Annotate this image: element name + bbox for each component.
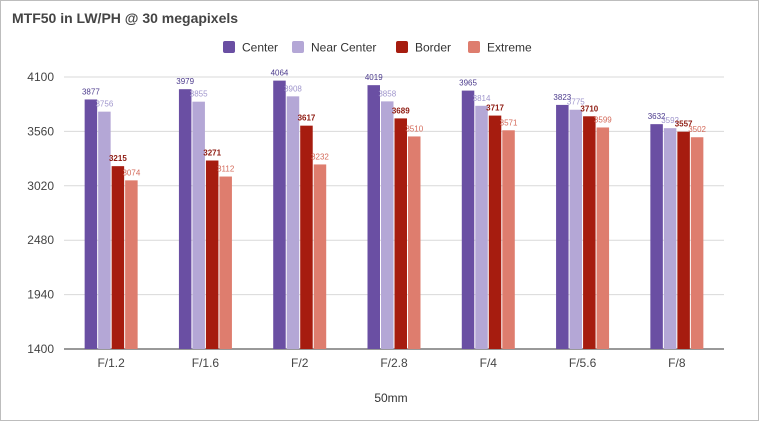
y-axis: 1400 1940 2480 3020 3560 4100 <box>27 70 54 356</box>
bar-extreme <box>690 137 704 349</box>
x-tick-label: F/8 <box>668 356 686 370</box>
x-tick-label: F/1.6 <box>192 356 220 370</box>
legend: Center Near Center Border Extreme <box>223 41 532 55</box>
data-label: 3710 <box>580 104 598 113</box>
bar-extreme <box>408 136 421 349</box>
data-label: 3965 <box>459 79 477 88</box>
data-label: 3756 <box>95 100 113 109</box>
gridlines <box>64 76 724 350</box>
data-label: 3814 <box>473 94 491 103</box>
data-label: 3112 <box>217 165 235 174</box>
bar-border <box>583 116 596 350</box>
bar-border <box>677 131 690 349</box>
bar-border <box>488 115 502 349</box>
data-label: 3617 <box>298 114 316 123</box>
bar-center <box>556 104 569 349</box>
legend-label: Extreme <box>487 41 532 55</box>
bar-near-center <box>192 101 205 349</box>
y-tick-label: 1940 <box>27 288 54 302</box>
data-label: 3232 <box>311 152 329 161</box>
data-label: 3877 <box>82 87 100 96</box>
bar-center <box>367 85 380 349</box>
data-label: 3571 <box>500 118 518 127</box>
x-tick-label: F/2 <box>291 356 309 370</box>
bar-near-center <box>98 111 111 349</box>
x-tick-label: F/4 <box>480 356 498 370</box>
bar-center <box>273 80 286 350</box>
bars <box>84 80 704 350</box>
bar-extreme <box>313 164 327 349</box>
bar-center <box>650 124 663 349</box>
bar-near-center <box>569 109 583 349</box>
bar-near-center <box>663 128 677 349</box>
legend-label: Near Center <box>311 41 376 55</box>
legend-swatch <box>396 41 408 53</box>
data-labels: 3877 3756 3215 3074 3979 3855 3271 3112 4064 3908… <box>82 69 707 178</box>
bar-center <box>178 89 192 349</box>
data-label: 3271 <box>203 149 221 158</box>
data-label: 4019 <box>365 73 383 82</box>
data-label: 3823 <box>553 93 571 102</box>
x-axis: F/1.2 F/1.6 F/2 F/2.8 F/4 F/5.6 F/8 <box>97 356 685 370</box>
bar-center <box>461 90 475 349</box>
legend-swatch <box>292 41 304 53</box>
bar-border <box>300 125 313 349</box>
legend-swatch <box>223 41 235 53</box>
data-label: 3979 <box>176 77 194 86</box>
data-label: 3599 <box>594 115 612 124</box>
bar-extreme <box>125 180 138 349</box>
x-tick-label: F/5.6 <box>569 356 597 370</box>
x-axis-label: 50mm <box>374 391 407 405</box>
data-label: 3502 <box>688 125 706 134</box>
data-label: 3908 <box>284 84 302 93</box>
bar-border <box>111 166 125 349</box>
bar-near-center <box>286 96 300 349</box>
data-label: 3510 <box>405 124 423 133</box>
legend-label: Border <box>415 41 451 55</box>
legend-swatch <box>468 41 480 53</box>
data-label: 4064 <box>271 69 289 78</box>
bar-near-center <box>475 105 488 349</box>
bar-border <box>394 118 407 349</box>
data-label: 3215 <box>109 154 127 163</box>
legend-label: Center <box>242 41 278 55</box>
bar-extreme <box>502 130 515 349</box>
y-tick-label: 4100 <box>27 70 54 84</box>
x-tick-label: F/1.2 <box>97 356 125 370</box>
data-label: 3557 <box>675 120 693 129</box>
chart-title: MTF50 in LW/PH @ 30 megapixels <box>12 10 238 26</box>
y-tick-label: 3560 <box>27 124 54 138</box>
x-tick-label: F/2.8 <box>380 356 408 370</box>
y-tick-label: 3020 <box>27 179 54 193</box>
bar-extreme <box>596 127 610 350</box>
data-label: 3775 <box>567 98 585 107</box>
data-label: 3689 <box>392 106 410 115</box>
data-label: 3074 <box>122 168 140 177</box>
bar-extreme <box>219 176 232 349</box>
data-label: 3592 <box>661 116 679 125</box>
bar-near-center <box>381 101 394 349</box>
y-tick-label: 1400 <box>27 342 54 356</box>
data-label: 3855 <box>190 90 208 99</box>
data-label: 3717 <box>486 104 504 113</box>
data-label: 3858 <box>378 89 396 98</box>
bar-center <box>84 99 98 350</box>
y-tick-label: 2480 <box>27 233 54 247</box>
bar-border <box>205 160 219 349</box>
data-label: 3632 <box>648 112 666 121</box>
